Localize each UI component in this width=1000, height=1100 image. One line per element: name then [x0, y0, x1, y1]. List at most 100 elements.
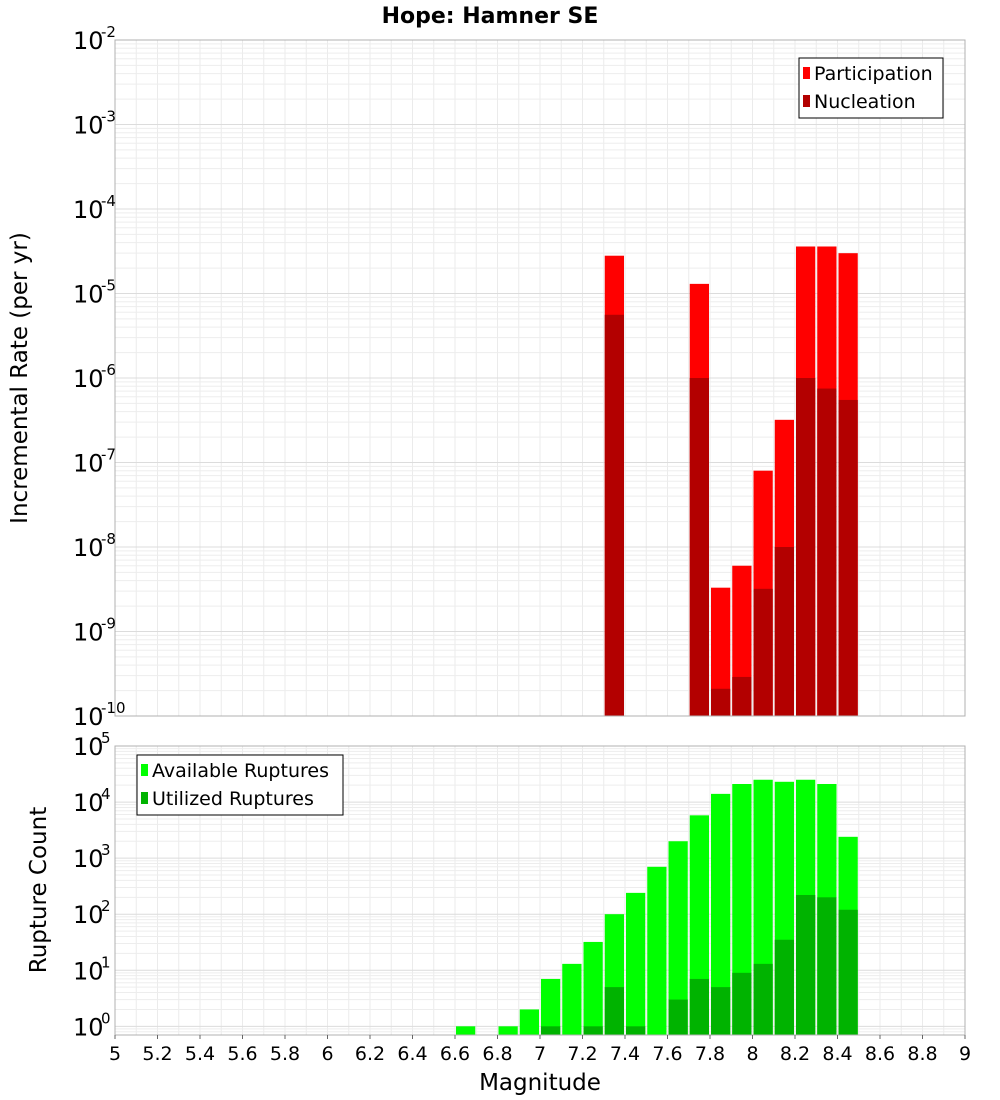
x-tick-label: 6.2 — [355, 1043, 385, 1065]
rate-y-tick-exp: -6 — [101, 361, 116, 379]
rate-bar-b-7.95 — [732, 676, 752, 716]
rate-y-tick-exp: -7 — [101, 446, 116, 464]
count-bar-b-7.45 — [626, 1026, 646, 1035]
rate-legend: Participation Nucleation — [798, 57, 944, 119]
x-tick-label: 7 — [534, 1043, 546, 1065]
count-bar-a-7.45 — [626, 892, 646, 1035]
rate-y-tick-exp: -3 — [101, 108, 116, 126]
rate-legend-swatch — [803, 95, 810, 107]
count-legend-box — [136, 754, 344, 816]
count-bar-b-7.65 — [668, 999, 688, 1035]
rate-y-tick-base: 10 — [73, 112, 104, 140]
count-y-tick-base: 10 — [73, 845, 104, 873]
rate-y-tick-base: 10 — [73, 196, 104, 224]
rate-y-tick-base: 10 — [73, 703, 104, 731]
count-y-tick-exp: 3 — [101, 841, 111, 859]
rate-y-tick-base: 10 — [73, 619, 104, 647]
rate-y-tick-base: 10 — [73, 27, 104, 55]
x-tick-label: 6.4 — [397, 1043, 427, 1065]
rate-y-tick-base: 10 — [73, 534, 104, 562]
rate-bar-b-8.45 — [838, 399, 858, 716]
x-tick-label: 6 — [321, 1043, 333, 1065]
x-tick-label: 8 — [746, 1043, 758, 1065]
count-y-tick-exp: 2 — [101, 897, 111, 915]
x-tick-label: 8.4 — [822, 1043, 852, 1065]
x-tick-label: 6.8 — [482, 1043, 512, 1065]
x-tick-label: 5 — [109, 1043, 121, 1065]
count-y-tick-exp: 5 — [101, 729, 111, 747]
rate-y-tick-base: 10 — [73, 281, 104, 309]
rate-y-tick-base: 10 — [73, 450, 104, 478]
count-y-tick-exp: 0 — [101, 1009, 111, 1027]
count-y-tick-base: 10 — [73, 789, 104, 817]
count-bar-a-7.25 — [583, 941, 603, 1035]
count-y-tick-base: 10 — [73, 957, 104, 985]
x-tick-label: 5.6 — [227, 1043, 257, 1065]
count-bar-a-7.95 — [732, 783, 752, 1035]
x-ticks: 5 5.2 5.4 5.6 5.8 6 6.2 6.4 6.6 6.8 7 7.2 7.4 7.6 7.8 8… — [109, 1035, 971, 1065]
x-tick-label: 6.6 — [440, 1043, 470, 1065]
rate-y-tick-exp: -10 — [101, 699, 126, 717]
x-tick-label: 7.6 — [652, 1043, 682, 1065]
count-bar-a-7.65 — [668, 841, 688, 1035]
rate-bars — [604, 246, 858, 716]
rate-bar-a-7.85 — [711, 587, 731, 716]
count-bar-a-7.55 — [647, 866, 667, 1035]
x-tick-label: 7.4 — [610, 1043, 640, 1065]
x-axis-label: Magnitude — [479, 1070, 601, 1096]
count-y-tick-exp: 4 — [101, 785, 111, 803]
count-legend-label: Available Ruptures — [152, 760, 329, 782]
count-bar-b-8.05 — [753, 963, 773, 1035]
count-bar-a-6.65 — [456, 1026, 476, 1035]
count-legend-label: Utilized Ruptures — [152, 788, 314, 810]
rate-bar-b-7.75 — [689, 378, 709, 716]
count-bar-a-7.85 — [711, 793, 731, 1035]
x-tick-label: 8.2 — [780, 1043, 810, 1065]
rate-bar-b-8.35 — [817, 388, 837, 716]
count-y-tick-base: 10 — [73, 1013, 104, 1041]
x-tick-label: 5.8 — [270, 1043, 300, 1065]
rate-bar-b-7.85 — [711, 688, 731, 716]
rate-y-tick-exp: -5 — [101, 277, 116, 295]
count-bar-b-8.15 — [774, 939, 794, 1035]
count-bar-a-7.15 — [562, 963, 582, 1035]
rate-legend-box — [798, 57, 944, 119]
x-tick-label: 8.6 — [865, 1043, 895, 1065]
rate-bar-b-8.05 — [753, 588, 773, 716]
chart-title: Hope: Hamner SE — [382, 4, 599, 29]
count-bar-a-6.85 — [498, 1026, 518, 1035]
count-bar-a-6.95 — [519, 1009, 539, 1035]
x-tick-label: 5.2 — [142, 1043, 172, 1065]
count-bar-a-7.05 — [541, 978, 561, 1035]
x-tick-label: 7.8 — [695, 1043, 725, 1065]
rate-legend-label: Participation — [814, 63, 933, 85]
count-y-tick-exp: 1 — [101, 953, 111, 971]
count-bar-b-8.25 — [796, 894, 816, 1035]
rate-y-tick-exp: -2 — [101, 23, 116, 41]
rate-y-tick-base: 10 — [73, 365, 104, 393]
x-tick-label: 8.8 — [907, 1043, 937, 1065]
rate-bar-b-8.25 — [796, 378, 816, 716]
rate-y-tick-exp: -4 — [101, 192, 116, 210]
x-tick-label: 9 — [959, 1043, 971, 1065]
rate-y-axis-label: Incremental Rate (per yr) — [7, 232, 33, 524]
count-y-tick-base: 10 — [73, 733, 104, 761]
x-tick-label: 5.4 — [185, 1043, 215, 1065]
count-bar-b-7.85 — [711, 987, 731, 1035]
count-legend-swatch — [141, 764, 148, 776]
rate-bar-b-8.15 — [774, 547, 794, 716]
count-bar-b-7.05 — [541, 1026, 561, 1035]
rate-grid — [115, 40, 965, 716]
rate-legend-swatch — [803, 67, 810, 79]
count-legend-swatch — [141, 792, 148, 804]
count-bar-b-7.25 — [583, 1026, 603, 1035]
count-y-tick-base: 10 — [73, 901, 104, 929]
count-bar-b-7.35 — [604, 987, 624, 1035]
rate-bar-b-7.35 — [604, 314, 624, 716]
count-legend: Available Ruptures Utilized Ruptures — [136, 754, 344, 816]
